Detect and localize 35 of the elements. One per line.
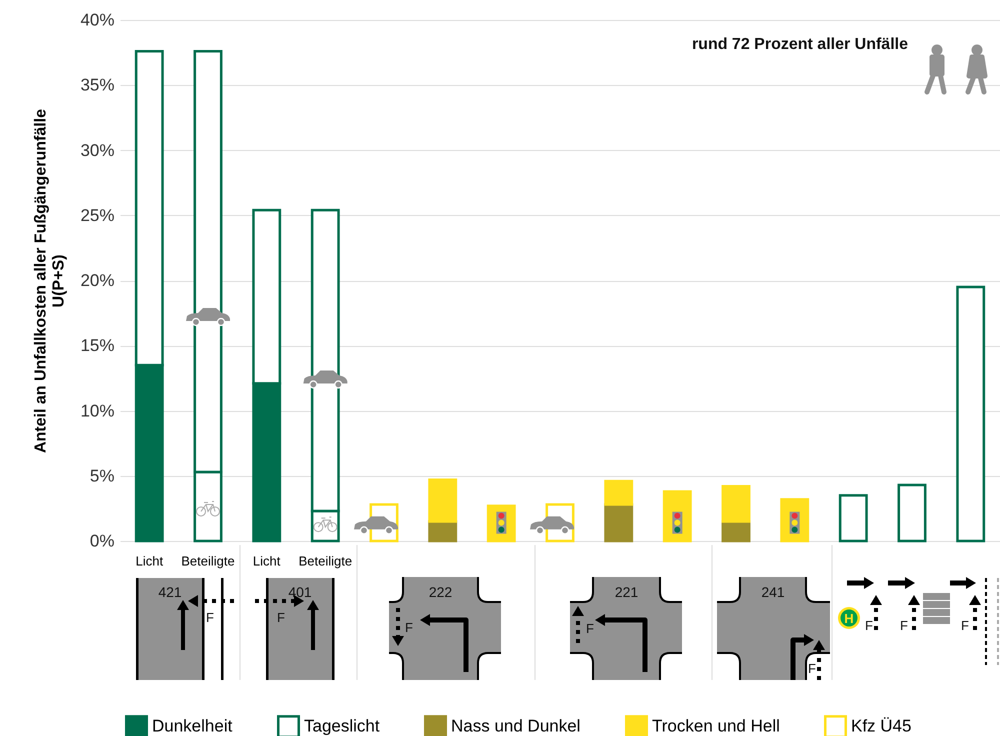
y-tick-label: 40% [80, 10, 114, 30]
road-diagram: 421 F [136, 578, 234, 680]
x-tick-label: Licht [136, 554, 164, 568]
annotation: rund 72 Prozent aller Unfälle [692, 36, 908, 53]
x-tick-label: Beteiligte [298, 554, 352, 568]
bar [428, 520, 458, 542]
y-tick-label: 10% [80, 401, 114, 420]
x-tick-label: Beteiligte [181, 554, 235, 568]
legend-label: Kfz Ü45 [851, 716, 912, 736]
y-tick-label: 5% [90, 466, 114, 486]
y-tick-label: 20% [80, 271, 114, 290]
bar [956, 286, 986, 542]
crossroads-diagram: 221 F [569, 576, 683, 681]
y-tick-label: 35% [80, 76, 114, 95]
bar [722, 520, 750, 542]
legend-label: Nass und Dunkel [451, 716, 580, 736]
crossroads-diagram: 241 F [716, 576, 831, 681]
y-tick-label: 25% [80, 206, 114, 225]
bar [838, 494, 868, 542]
legend-label: Tageslicht [304, 716, 380, 736]
y-axis-title: Anteil an Unfallkosten aller Fußgängerunfälle U(P+S) [32, 108, 68, 454]
legend-label: Trocken und Hell [652, 716, 780, 736]
crossroads-diagram: 222 F [388, 576, 502, 681]
bar [722, 485, 750, 523]
bar [428, 478, 458, 523]
road-diagram: 401 F [255, 578, 334, 680]
legend-label: Dunkelheit [152, 716, 233, 736]
x-tick-label: Licht [252, 554, 281, 568]
bar [604, 503, 634, 542]
y-tick-label: 15% [80, 336, 114, 356]
y-tick-label: 0% [90, 532, 114, 550]
bus-stop-icon: H [838, 607, 860, 629]
y-tick-label: 30% [80, 140, 114, 160]
bar [604, 480, 634, 506]
bar [898, 484, 926, 542]
